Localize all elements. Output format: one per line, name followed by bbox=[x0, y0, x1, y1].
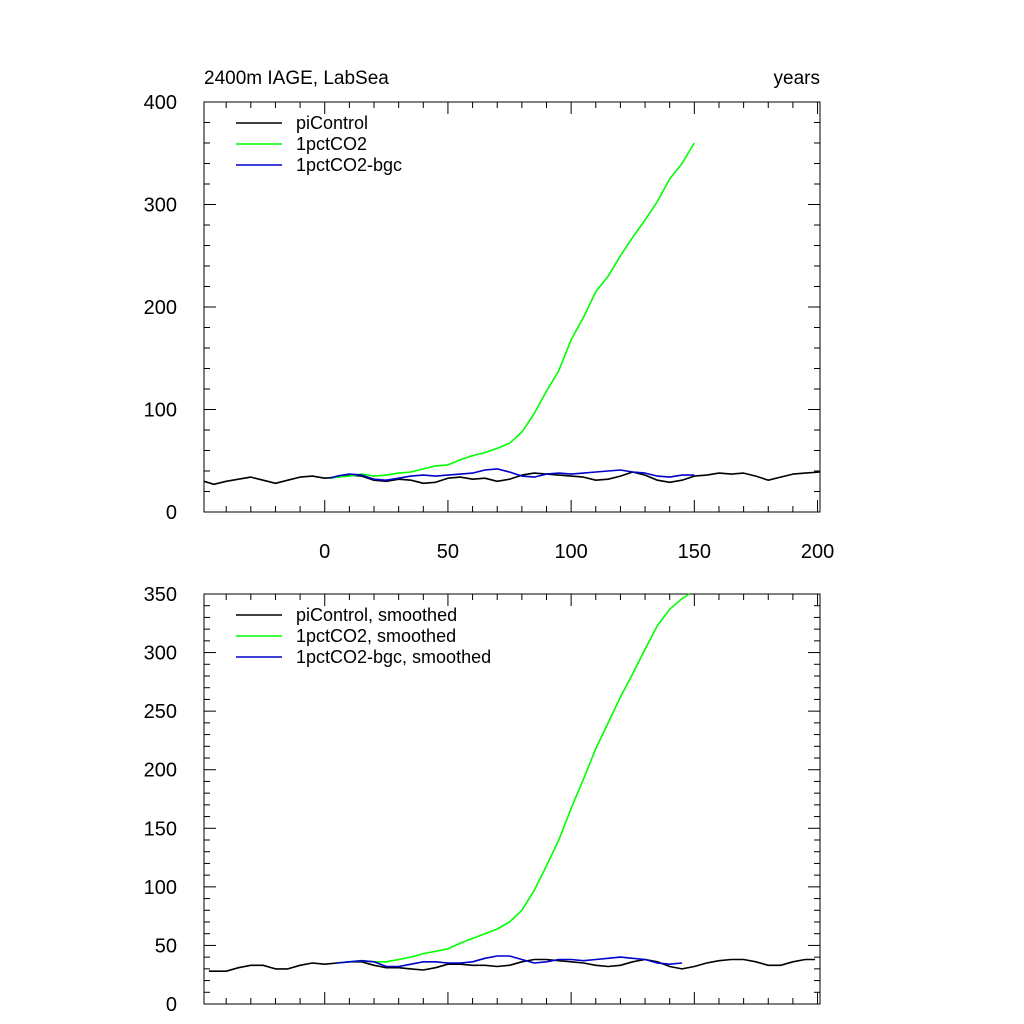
y-tick-label: 400 bbox=[144, 92, 177, 114]
series-line-picontrol bbox=[203, 471, 821, 486]
legend-label: 1pctCO2 bbox=[296, 134, 367, 154]
x-tick-label: 150 bbox=[678, 541, 711, 563]
legend-label: piControl bbox=[296, 113, 368, 133]
y-tick-label: 200 bbox=[144, 297, 177, 319]
x-tick-label: 200 bbox=[801, 541, 834, 563]
series-line-picontrol-smoothed bbox=[208, 958, 816, 973]
y-tick-label: 50 bbox=[155, 935, 177, 957]
series-line-1pctco2-bgc bbox=[329, 468, 695, 482]
legend-label: 1pctCO2, smoothed bbox=[296, 626, 456, 646]
series-line-1pctco2-smoothed bbox=[337, 593, 690, 964]
plot-frame bbox=[203, 593, 821, 1005]
legend-label: piControl, smoothed bbox=[296, 605, 457, 625]
chart-panel-1: 0 50 100 150 200 0 100 200 300 400 2400m IAGE, Lab… bbox=[144, 68, 835, 563]
chart-subtitle: years bbox=[774, 68, 820, 89]
series-line-1pctco2 bbox=[329, 142, 695, 479]
legend-label: 1pctCO2-bgc, smoothed bbox=[296, 647, 491, 667]
y-tick-label: 100 bbox=[144, 400, 177, 422]
x-tick-label: 0 bbox=[319, 541, 330, 563]
series-line-1pctco2-bgc-smoothed bbox=[337, 955, 683, 968]
y-tick-label: 0 bbox=[166, 994, 177, 1016]
x-tick-label: 50 bbox=[437, 541, 459, 563]
x-tick-label: 100 bbox=[554, 541, 587, 563]
y-tick-label: 300 bbox=[144, 643, 177, 665]
y-tick-label: 250 bbox=[144, 701, 177, 723]
y-tick-label: 350 bbox=[144, 584, 177, 606]
y-tick-label: 0 bbox=[166, 502, 177, 524]
chart-panel-2: 0 50 100 150 200 250 300 350 piControl, smoothed… bbox=[144, 584, 821, 1016]
y-tick-label: 150 bbox=[144, 818, 177, 840]
y-tick-label: 100 bbox=[144, 877, 177, 899]
chart-title: 2400m IAGE, LabSea bbox=[204, 68, 389, 89]
y-tick-label: 300 bbox=[144, 195, 177, 217]
legend-label: 1pctCO2-bgc bbox=[296, 155, 402, 175]
y-tick-label: 200 bbox=[144, 760, 177, 782]
